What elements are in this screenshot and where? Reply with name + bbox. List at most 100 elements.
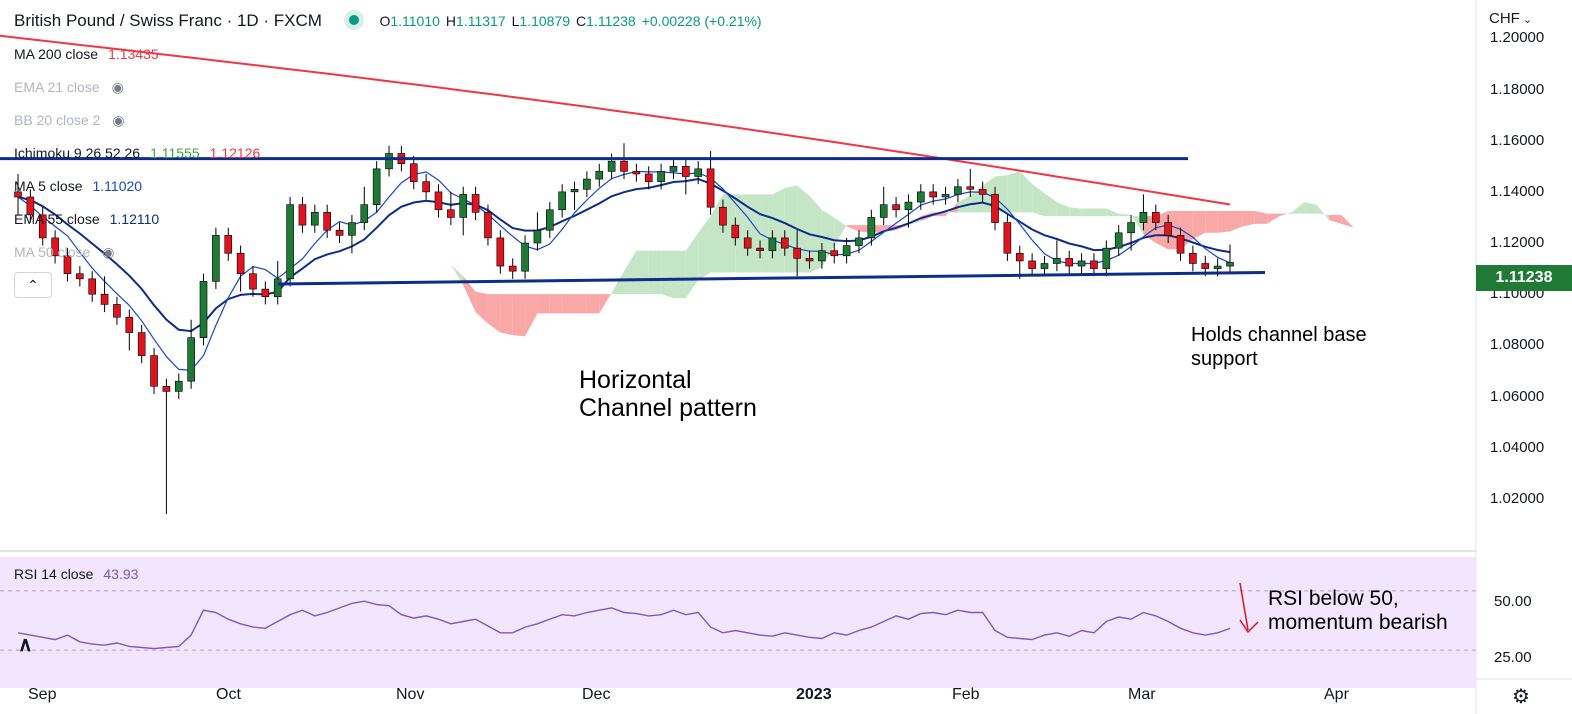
price-tick-label: 1.12000 <box>1490 234 1545 252</box>
candle-body <box>855 237 863 246</box>
cloud-segment <box>512 294 526 337</box>
cloud-segment <box>1254 211 1268 224</box>
candle-body <box>756 247 764 251</box>
cloud-segment <box>450 264 464 286</box>
time-tick-label: Sep <box>28 686 57 703</box>
candle-body <box>286 204 294 280</box>
candle-body <box>1114 232 1123 249</box>
candle-body <box>978 189 987 195</box>
candle-body <box>904 201 913 211</box>
cloud-segment <box>636 250 649 295</box>
symbol-title[interactable]: British Pound / Swiss Franc · 1D · FXCM <box>14 11 322 30</box>
time-tick-label: Oct <box>216 686 241 703</box>
cloud-segment <box>1069 207 1082 217</box>
candle-body <box>583 178 591 190</box>
legend-ma50[interactable]: MA 50 close ◉ <box>14 244 114 261</box>
candle-body <box>150 355 158 387</box>
candle-body <box>570 189 579 193</box>
candle-body <box>595 171 604 180</box>
legend-ma200[interactable]: MA 200 close 1.13435 <box>14 46 159 62</box>
candle-body <box>224 235 233 254</box>
support-annotation-line2: support <box>1191 348 1258 370</box>
rsi-legend[interactable]: RSI 14 close 43.93 <box>14 566 138 582</box>
legend-ma5[interactable]: MA 5 close 1.11020 <box>14 178 142 194</box>
candle-body <box>1151 212 1160 223</box>
rsi-pane <box>0 557 1476 688</box>
candle-body <box>793 247 801 259</box>
eye-hidden-icon[interactable]: ◉ <box>111 79 124 95</box>
time-tick-label: Feb <box>952 686 980 703</box>
channel-lines <box>0 157 1266 286</box>
candle-body <box>100 293 109 305</box>
rsi-legend-value: 43.93 <box>103 566 139 582</box>
candle-body <box>558 191 566 211</box>
candle-body <box>162 385 171 392</box>
candle-body <box>991 194 999 223</box>
cloud-segment <box>1044 193 1057 217</box>
candle-body <box>533 229 542 244</box>
cloud-segment <box>438 257 451 265</box>
down-arrow-icon <box>1239 582 1259 634</box>
legend-ema21[interactable]: EMA 21 close ◉ <box>14 79 124 96</box>
legend-bb20[interactable]: BB 20 close 2 ◉ <box>14 112 125 129</box>
currency-selector[interactable]: CHF ⌄ <box>1489 10 1532 27</box>
candle-body <box>1164 222 1172 236</box>
candle-body <box>545 209 554 231</box>
candle-body <box>447 209 455 218</box>
candle-body <box>818 250 826 262</box>
candle-body <box>830 250 839 257</box>
time-tick-label: Mar <box>1128 686 1156 703</box>
price-tick-label: 1.02000 <box>1490 489 1545 507</box>
eye-hidden-icon[interactable]: ◉ <box>102 244 115 260</box>
gear-icon[interactable]: ⚙ <box>1512 686 1530 708</box>
candle-body <box>212 235 220 282</box>
cloud-segment <box>685 232 699 299</box>
legend-ema55[interactable]: EMA 55 close 1.12110 <box>14 211 159 227</box>
support-annotation: Holds channel base support <box>1191 323 1367 371</box>
candle-body <box>521 242 529 272</box>
tradingview-logo-icon[interactable]: ∧ <box>18 634 33 656</box>
legend-label: MA 200 close <box>14 46 99 62</box>
cloud-segment <box>487 294 501 333</box>
price-tick-label: 1.16000 <box>1490 131 1545 149</box>
candle-body <box>63 255 72 275</box>
candle-body <box>14 191 22 198</box>
cloud-segment <box>624 250 637 295</box>
cloud-segment <box>1217 211 1230 233</box>
legend-value: 1.13435 <box>108 46 159 62</box>
cloud-segment <box>1192 211 1206 240</box>
candle-body <box>1176 235 1185 254</box>
candle-body <box>1213 265 1222 269</box>
candle-body <box>941 194 950 198</box>
cloud-segment <box>673 250 686 299</box>
legend-label: EMA 55 close <box>14 211 100 227</box>
ichimoku-cloud <box>339 171 1354 337</box>
candle-body <box>1053 258 1061 264</box>
channel-annotation-line1: Horizontal <box>579 366 692 394</box>
chart-header: British Pound / Swiss Franc · 1D · FXCM … <box>14 11 768 31</box>
candle-body <box>694 168 703 177</box>
candle-body <box>1065 258 1074 267</box>
legend-value: 1.11020 <box>92 178 143 194</box>
legend-ichi[interactable]: Ichimoku 9 26 52 26 1.11555 1.12126 <box>14 145 260 161</box>
rsi-annotation-line1: RSI below 50, <box>1268 587 1399 610</box>
collapse-legend-button[interactable]: ⌃ <box>14 272 52 298</box>
candle-body <box>51 237 59 257</box>
candle-body <box>929 191 937 198</box>
candle-body <box>187 337 195 382</box>
candle-body <box>273 278 282 298</box>
candle-body <box>644 173 653 182</box>
cloud-segment <box>611 271 624 295</box>
candle-body <box>1102 247 1111 269</box>
ohlc-value: 1.11238 <box>586 13 636 29</box>
candle-body <box>657 171 665 182</box>
candle-body <box>88 278 97 295</box>
rsi-annotation: RSI below 50, momentum bearish <box>1268 587 1448 635</box>
cloud-segment <box>537 294 550 314</box>
cloud-segment <box>661 250 674 299</box>
price-tick-label: 1.18000 <box>1490 80 1545 98</box>
candle-body <box>1028 260 1036 269</box>
candle-body <box>434 191 443 211</box>
eye-hidden-icon[interactable]: ◉ <box>112 112 125 128</box>
